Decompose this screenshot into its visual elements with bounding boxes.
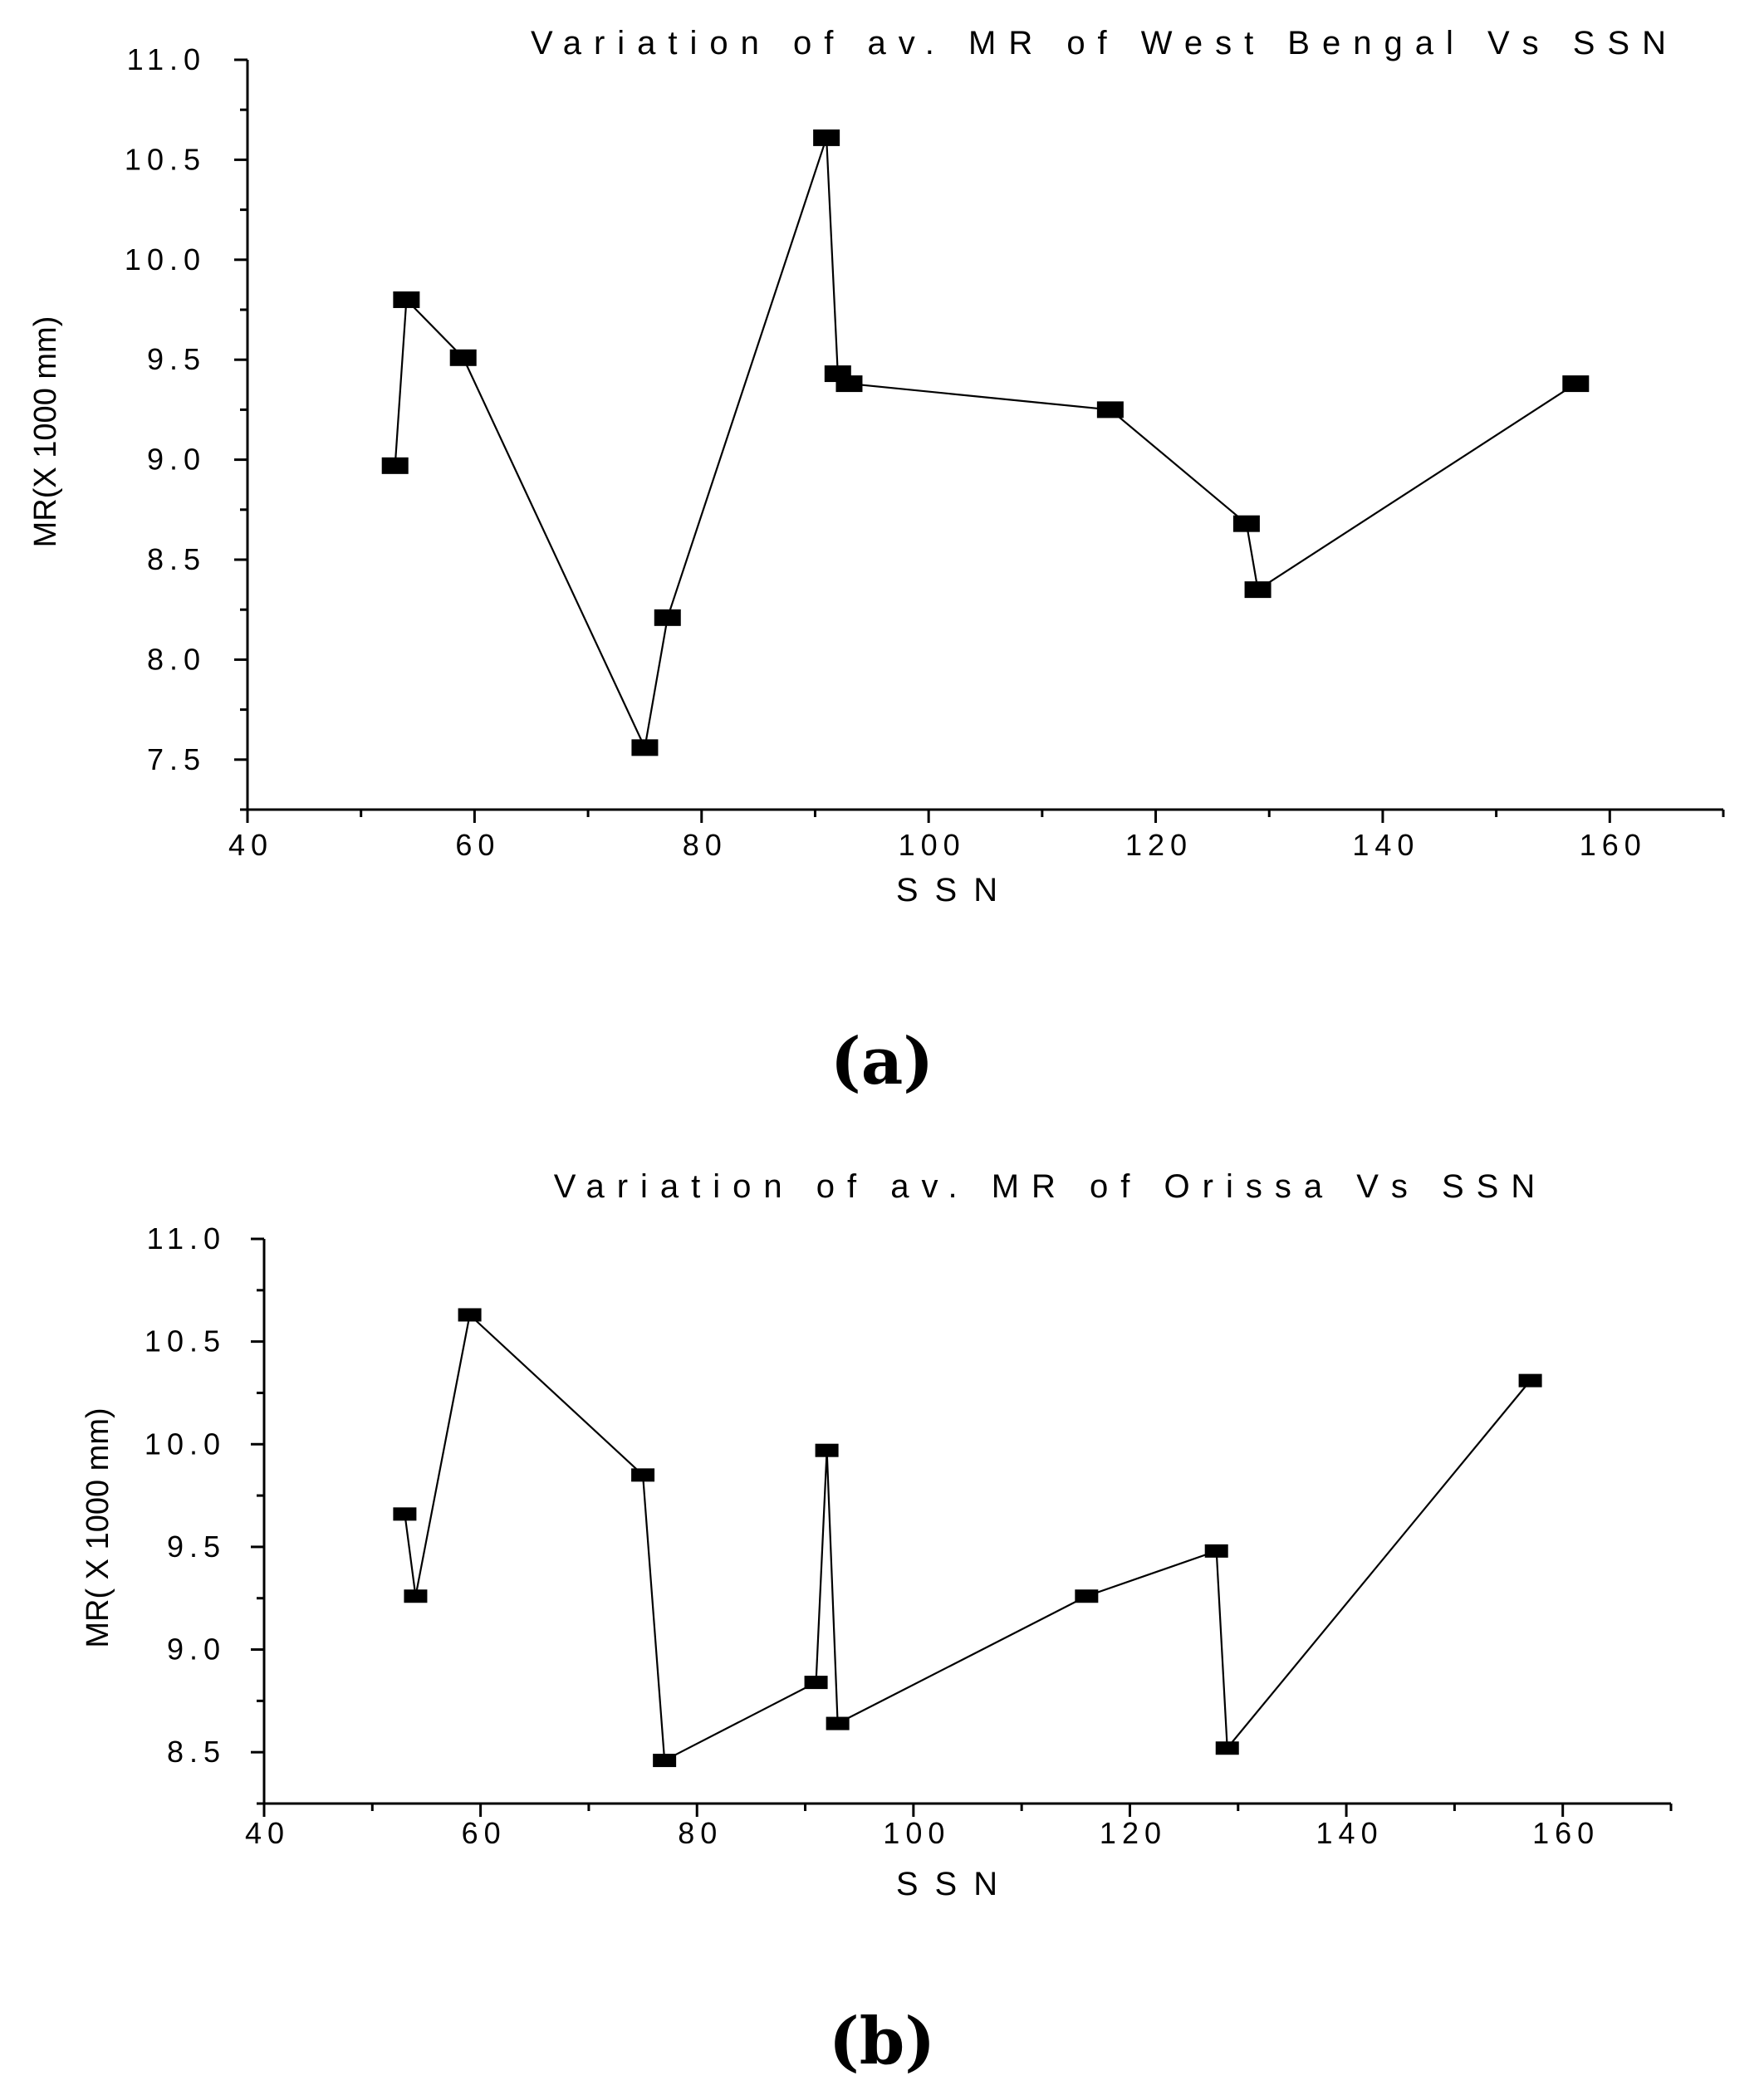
- chart-a-data-point: [813, 129, 840, 146]
- chart-b-y-tick-label: 8.5: [167, 1735, 226, 1769]
- chart-a-y-tick-label: 11.0: [127, 42, 206, 76]
- chart-b-y-tick-label: 10.0: [145, 1427, 226, 1461]
- chart-b-x-tick-label: 100: [883, 1816, 950, 1850]
- chart-a-x-tick-label: 40: [228, 828, 273, 862]
- chart-a-x-tick-label: 140: [1352, 828, 1419, 862]
- chart-b-data-point: [404, 1589, 428, 1603]
- panel-label-b: (b): [828, 2004, 936, 2079]
- chart-a-data-point: [835, 375, 863, 393]
- chart-a-data-point: [1244, 581, 1272, 599]
- chart-a-data-point: [449, 349, 477, 366]
- chart-a-y-tick-label: 8.5: [147, 542, 206, 576]
- chart-b-y-tick-label: 11.0: [147, 1221, 226, 1256]
- chart-b-y-tick-label: 10.5: [145, 1324, 226, 1358]
- chart-a-data-point: [1232, 515, 1260, 532]
- chart-b-data-point: [1204, 1544, 1228, 1558]
- chart-b-y-tick-label: 9.5: [167, 1530, 226, 1564]
- chart-b-data-point: [1518, 1373, 1542, 1388]
- chart-west-bengal: 40 60 80 100 120 140 160 7.5 8.0 8.5 9.0 9.5 10.0 10.…: [28, 25, 1725, 908]
- chart-a-data-point: [1096, 401, 1124, 419]
- chart-b-x-tick-label: 160: [1532, 1816, 1600, 1850]
- chart-orissa: 40 60 80 100 120 140 1608.59.09.510.010.511.0 …: [81, 1168, 1673, 1902]
- chart-a-data-point: [1562, 375, 1590, 393]
- chart-a-x-tick-label: 160: [1580, 828, 1647, 862]
- chart-b-series-line: [404, 1313, 1531, 1762]
- chart-b-title: Variation of av. MR of Orissa Vs SSN: [554, 1168, 1548, 1205]
- chart-b-data-point: [653, 1754, 677, 1768]
- chart-b-x-tick-label: 60: [462, 1816, 507, 1850]
- chart-b-x-tick-label: 40: [245, 1816, 290, 1850]
- chart-a-title: Variation of av. MR of West Bengal Vs SS…: [531, 25, 1678, 61]
- chart-b-data-point: [631, 1468, 655, 1482]
- chart-a-y-tick-label: 9.0: [147, 443, 206, 477]
- chart-a-y-tick-label: 10.0: [125, 242, 206, 277]
- chart-b-data-point: [1215, 1741, 1239, 1755]
- chart-a-x-tick-label: 60: [455, 828, 500, 862]
- chart-a-x-tick-label: 120: [1125, 828, 1193, 862]
- chart-a-y-tick-label: 8.0: [147, 642, 206, 676]
- chart-b-x-tick-label: 80: [678, 1816, 723, 1850]
- chart-b-marks: 40 60 80 100 120 140 160 8.5 9.0 9.5 10.0 10.5 11.0: [145, 1221, 1673, 1850]
- chart-a-data-point: [654, 609, 681, 626]
- chart-b-data-point: [458, 1308, 482, 1322]
- chart-a-x-tick-label: 100: [899, 828, 966, 862]
- chart-a-series-line: [394, 137, 1576, 751]
- chart-b-data-point: [393, 1507, 417, 1521]
- chart-b-data-point: [1075, 1589, 1099, 1603]
- chart-b-data-point: [804, 1676, 828, 1690]
- chart-b-x-tick-label: 140: [1316, 1816, 1384, 1850]
- chart-b-data-point: [815, 1443, 839, 1457]
- chart-a-data-point: [381, 457, 409, 474]
- chart-b-data-point: [826, 1716, 850, 1730]
- chart-a-y-tick-label: 9.5: [147, 342, 206, 376]
- chart-a-y-tick-label: 7.5: [147, 742, 206, 776]
- chart-a-marks: 40 60 80 100 120 140 160 7.5 8.0 8.5 9.0 9.5 10.0 10.…: [125, 42, 1725, 862]
- chart-a-y-tick-label: 10.5: [125, 142, 206, 176]
- chart-a-data-point: [631, 739, 659, 756]
- chart-b-y-tick-label: 9.0: [167, 1632, 226, 1667]
- chart-a-data-point: [393, 291, 420, 308]
- chart-b-x-tick-label: 120: [1100, 1816, 1167, 1850]
- chart-a-x-axis-label: SSN: [896, 872, 1014, 908]
- panel-label-a: (a): [830, 1024, 934, 1099]
- chart-a-y-axis-label: MR(X 1000 mm): [28, 316, 63, 548]
- chart-b-x-axis-label: SSN: [896, 1866, 1014, 1902]
- chart-a-x-tick-label: 80: [683, 828, 728, 862]
- chart-b-y-axis-label: MR( X 1000 mm): [81, 1407, 115, 1647]
